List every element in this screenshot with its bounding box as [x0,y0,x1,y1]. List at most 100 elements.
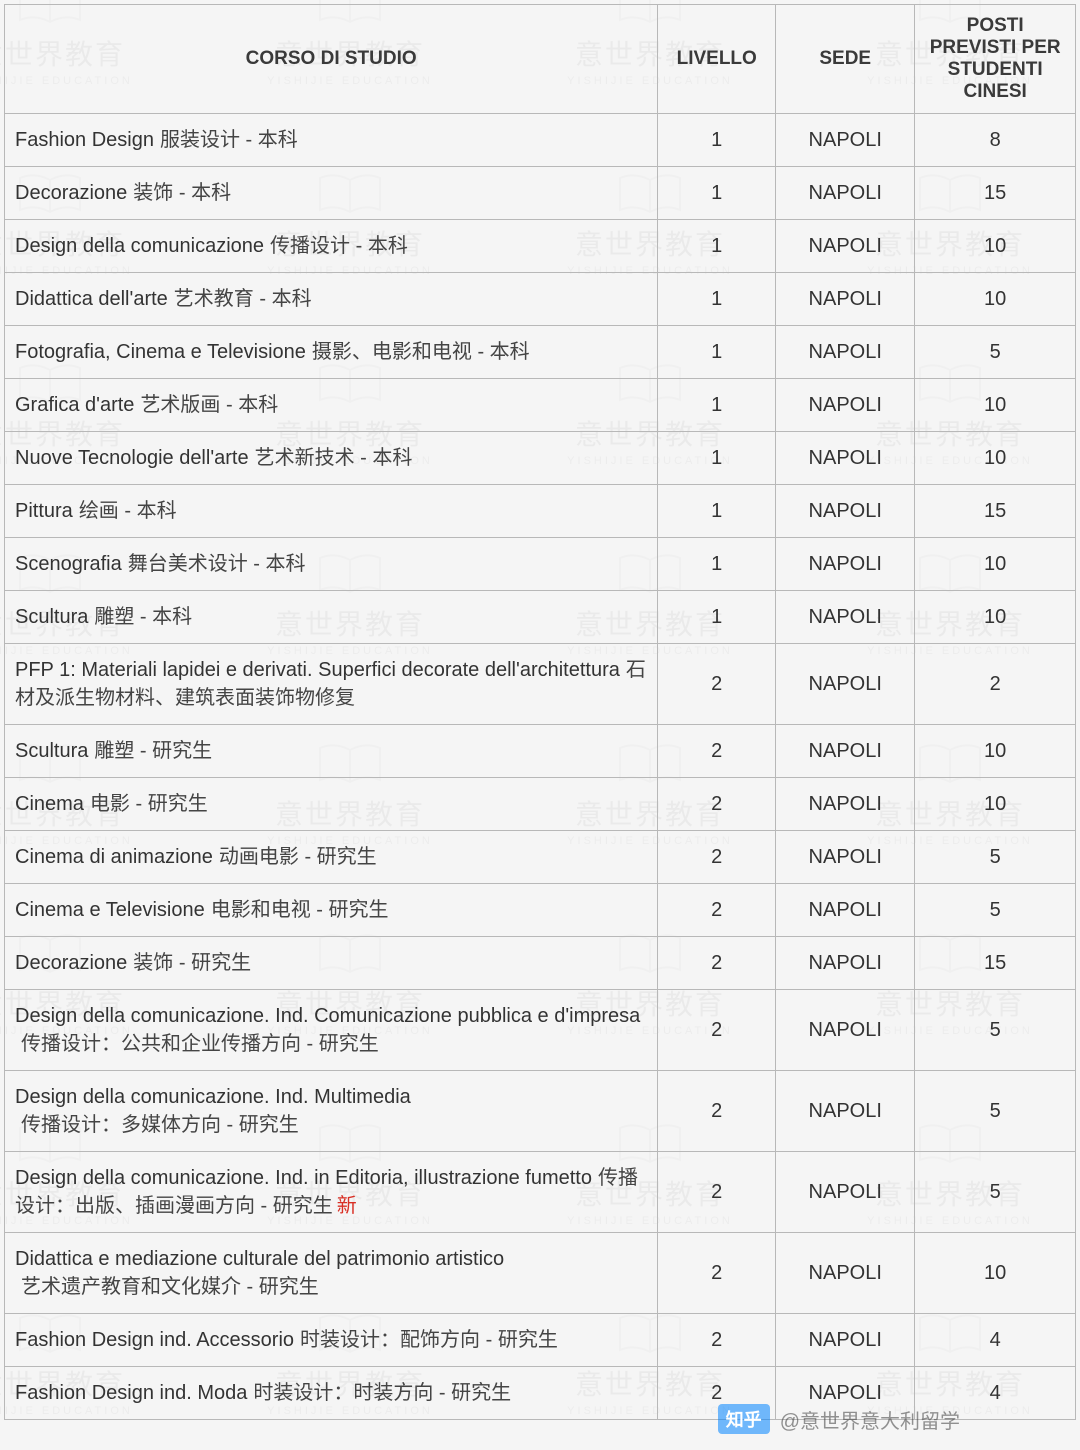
course-chinese: 艺术版画 - 本科 [140,394,278,416]
cell-liv: 2 [658,831,776,884]
cell-posti: 5 [915,1071,1076,1152]
cell-liv: 1 [658,379,776,432]
table-row: Scultura雕塑 - 研究生2NAPOLI10 [5,725,1076,778]
course-chinese: 雕塑 - 本科 [94,606,192,628]
cell-sede: NAPOLI [776,831,915,884]
cell-liv: 2 [658,937,776,990]
course-chinese: 电影 - 研究生 [90,793,208,815]
cell-corso: Fashion Design 服装设计 - 本科 [5,114,658,167]
course-chinese: 雕塑 - 研究生 [94,740,212,762]
course-chinese: 时装设计：时装方向 - 研究生 [253,1382,511,1404]
cell-liv: 2 [658,1071,776,1152]
course-chinese: 传播设计 - 本科 [270,235,408,257]
cell-liv: 2 [658,1314,776,1367]
course-chinese: 装饰 - 研究生 [133,952,251,974]
cell-liv: 2 [658,644,776,725]
cell-corso: Grafica d'arte艺术版画 - 本科 [5,379,658,432]
zhihu-credit: 知乎 @意世界意大利留学 [718,1404,960,1434]
table-row: Fashion Design服装设计 - 本科1NAPOLI8 [5,114,1076,167]
course-chinese: 传播设计：公共和企业传播方向 - 研究生 [21,1033,379,1055]
cell-corso: Pittura绘画 - 本科 [5,485,658,538]
cell-corso: Decorazione 装饰 - 研究生 [5,937,658,990]
cell-corso: Fashion Design ind. Moda 时装设计：时装方向 - 研究生 [5,1367,658,1420]
course-italian: Fashion Design ind. Accessorio [15,1329,294,1351]
cell-sede: NAPOLI [776,379,915,432]
cell-liv: 2 [658,884,776,937]
cell-posti: 10 [915,538,1076,591]
cell-corso: Scultura雕塑 - 研究生 [5,725,658,778]
cell-corso: Scultura 雕塑 - 本科 [5,591,658,644]
course-italian: Scultura [15,606,88,628]
course-chinese: 绘画 - 本科 [79,500,177,522]
cell-corso: Design della comunicazione传播设计 - 本科 [5,220,658,273]
table-header-row: CORSO DI STUDIO LIVELLO SEDE POSTI PREVI… [5,5,1076,114]
table-row: Decorazione 装饰 - 研究生 2NAPOLI15 [5,937,1076,990]
cell-sede: NAPOLI [776,485,915,538]
table-row: Didattica dell'arte艺术教育 - 本科1NAPOLI10 [5,273,1076,326]
cell-liv: 1 [658,538,776,591]
table-row: Cinema电影 - 研究生2NAPOLI10 [5,778,1076,831]
cell-sede: NAPOLI [776,591,915,644]
cell-sede: NAPOLI [776,1314,915,1367]
cell-posti: 5 [915,1152,1076,1233]
course-chinese: 传播设计：多媒体方向 - 研究生 [21,1114,299,1136]
cell-liv: 1 [658,485,776,538]
cell-posti: 4 [915,1314,1076,1367]
cell-liv: 2 [658,1233,776,1314]
cell-posti: 10 [915,220,1076,273]
cell-corso: Cinema e Televisione电影和电视 - 研究生 [5,884,658,937]
cell-sede: NAPOLI [776,114,915,167]
course-chinese: 时装设计：配饰方向 - 研究生 [300,1329,558,1351]
cell-posti: 10 [915,591,1076,644]
cell-corso: Cinema 电影 - 研究生 [5,778,658,831]
cell-posti: 10 [915,273,1076,326]
cell-sede: NAPOLI [776,273,915,326]
table-row: PFP 1: Materiali lapidei e derivati. Sup… [5,644,1076,725]
course-italian: Decorazione [15,182,127,204]
cell-posti: 15 [915,485,1076,538]
cell-corso: Fashion Design ind. Accessorio 时装设计：配饰方向 … [5,1314,658,1367]
header-livello: LIVELLO [658,5,776,114]
cell-corso: Decorazione装饰 - 本科 [5,167,658,220]
cell-posti: 15 [915,167,1076,220]
course-italian: Fotografia, Cinema e Televisione [15,341,306,363]
course-italian: Design della comunicazione. Ind. Multime… [15,1086,411,1108]
cell-liv: 1 [658,326,776,379]
course-italian: Design della comunicazione. Ind. in Edit… [15,1167,592,1189]
table-row: Design della comunicazione传播设计 - 本科1NAPO… [5,220,1076,273]
course-italian: Fashion Design [15,129,154,151]
cell-posti: 15 [915,937,1076,990]
cell-liv: 2 [658,1152,776,1233]
zhihu-credit-text: @意世界意大利留学 [780,1405,960,1434]
cell-sede: NAPOLI [776,167,915,220]
cell-posti: 10 [915,725,1076,778]
table-row: Fotografia, Cinema e Televisione 摄影、电影和电视… [5,326,1076,379]
cell-corso: Design della comunicazione. Ind. Comunic… [5,990,658,1071]
course-chinese: 动画电影 - 研究生 [219,846,377,868]
course-italian: Didattica e mediazione culturale del pat… [15,1248,504,1270]
course-chinese: 服装设计 - 本科 [160,129,298,151]
course-italian: Didattica dell'arte [15,288,168,310]
cell-sede: NAPOLI [776,220,915,273]
header-sede: SEDE [776,5,915,114]
cell-sede: NAPOLI [776,778,915,831]
cell-sede: NAPOLI [776,538,915,591]
cell-liv: 2 [658,778,776,831]
cell-posti: 8 [915,114,1076,167]
header-posti: POSTI PREVISTI PER STUDENTI CINESI [915,5,1076,114]
course-italian: Decorazione [15,952,127,974]
cell-sede: NAPOLI [776,1152,915,1233]
cell-posti: 10 [915,432,1076,485]
table-row: Scenografia舞台美术设计 - 本科1NAPOLI10 [5,538,1076,591]
course-chinese: 摄影、电影和电视 - 本科 [312,341,530,363]
cell-corso: Scenografia舞台美术设计 - 本科 [5,538,658,591]
cell-sede: NAPOLI [776,1233,915,1314]
cell-sede: NAPOLI [776,937,915,990]
table-row: Cinema di animazione动画电影 - 研究生2NAPOLI5 [5,831,1076,884]
course-italian: Cinema [15,793,84,815]
table-row: Cinema e Televisione电影和电视 - 研究生2NAPOLI5 [5,884,1076,937]
cell-corso: Design della comunicazione. Ind. in Edit… [5,1152,658,1233]
cell-sede: NAPOLI [776,990,915,1071]
course-italian: Fashion Design ind. Moda [15,1382,247,1404]
table-row: Pittura绘画 - 本科1NAPOLI15 [5,485,1076,538]
